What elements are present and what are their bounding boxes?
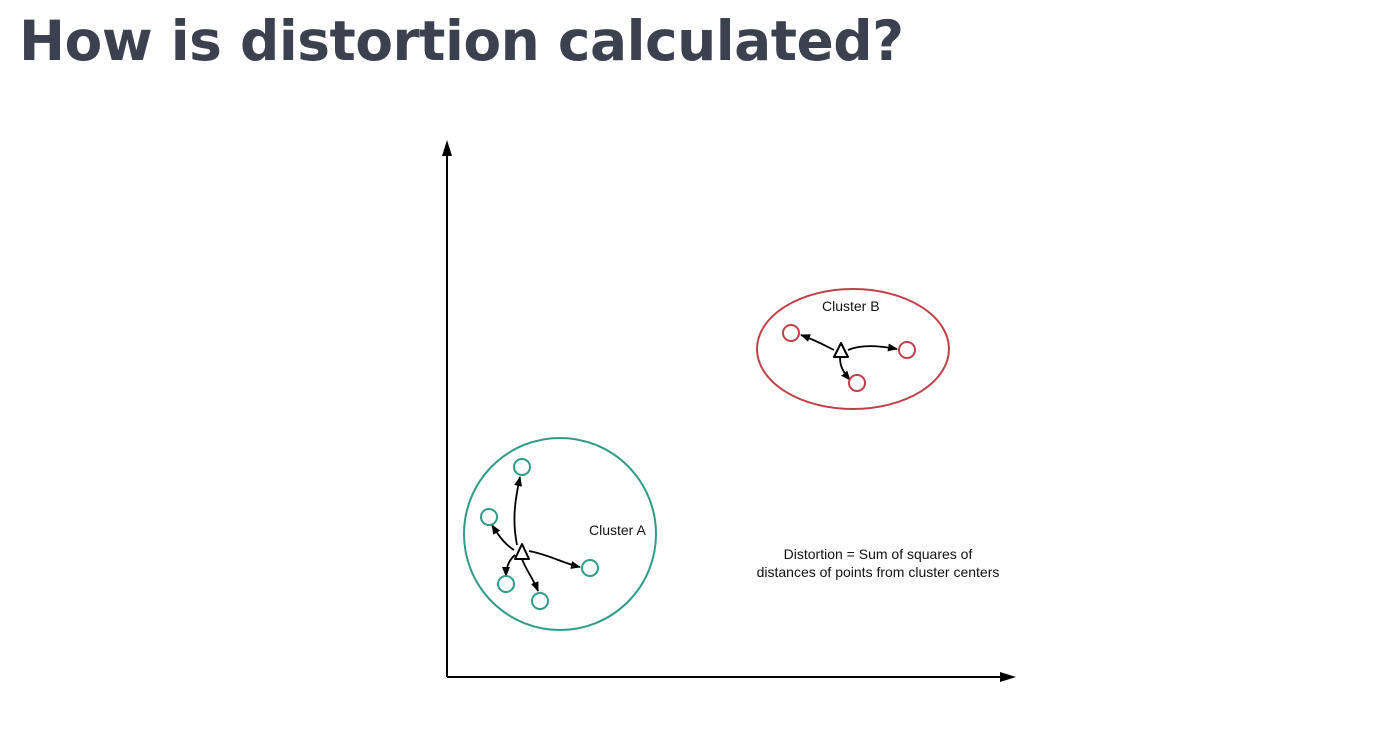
cluster-b-boundary — [756, 288, 950, 410]
cluster-b-label: Cluster B — [822, 298, 880, 314]
annotation-line-1: Distortion = Sum of squares of — [784, 546, 973, 562]
cluster-a: Cluster A — [463, 437, 657, 631]
cluster-b-point — [782, 324, 800, 342]
axes — [442, 140, 1016, 682]
cluster-b-point — [848, 374, 866, 392]
cluster-b: Cluster B — [756, 288, 950, 410]
y-axis-arrow-icon — [442, 140, 452, 156]
cluster-b-centroid-icon — [833, 342, 849, 358]
cluster-a-point — [531, 592, 549, 610]
cluster-a-point — [581, 559, 599, 577]
cluster-a-point — [513, 458, 531, 476]
cluster-a-centroid-icon — [514, 543, 530, 560]
cluster-a-distance-arrow — [528, 550, 581, 569]
cluster-b-distance-arrow — [800, 334, 835, 351]
cluster-a-distance-arrow — [491, 524, 515, 551]
cluster-a-point — [480, 508, 498, 526]
cluster-a-distance-arrow — [502, 554, 516, 577]
cluster-a-label: Cluster A — [589, 522, 646, 538]
cluster-b-point — [898, 341, 916, 359]
cluster-a-distance-arrow — [521, 558, 539, 592]
cluster-a-boundary — [463, 437, 657, 631]
cluster-a-distance-arrow — [513, 476, 522, 546]
cluster-b-distance-arrow — [839, 357, 851, 381]
x-axis-arrow-icon — [1000, 672, 1016, 682]
page-title: How is distortion calculated? — [19, 9, 904, 73]
annotation-line-2: distances of points from cluster centers — [757, 564, 1000, 580]
distortion-annotation: Distortion = Sum of squares of distances… — [757, 546, 1000, 580]
cluster-b-distance-arrow — [847, 343, 898, 352]
cluster-a-point — [497, 575, 515, 593]
